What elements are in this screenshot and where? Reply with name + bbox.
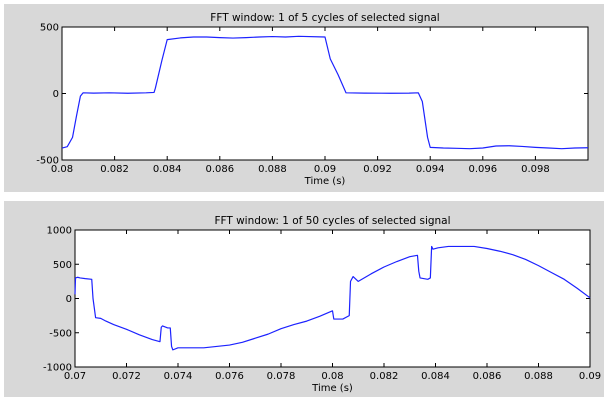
y-tick-label: 500 [53, 260, 72, 271]
chart-title: FFT window: 1 of 5 cycles of selected si… [210, 12, 439, 24]
x-tick-label: 0.08 [321, 371, 343, 382]
y-tick-label: -500 [49, 328, 72, 339]
x-tick-label: 0.082 [100, 164, 129, 175]
x-tick-label: 0.074 [164, 371, 193, 382]
x-tick-label: 0.086 [473, 371, 502, 382]
plot-area [74, 229, 591, 368]
x-tick-label: 0.082 [370, 371, 399, 382]
chart-bottom: FFT window: 1 of 50 cycles of selected s… [43, 215, 601, 394]
x-tick-label: 0.078 [267, 371, 296, 382]
x-tick-label: 0.098 [521, 164, 550, 175]
x-tick-label: 0.076 [215, 371, 244, 382]
chart-panel-top: FFT window: 1 of 5 cycles of selected si… [4, 4, 604, 192]
y-tick-label: 0 [66, 294, 72, 305]
x-tick-label: 0.09 [314, 164, 336, 175]
chart-panel-bottom: FFT window: 1 of 50 cycles of selected s… [4, 201, 604, 397]
x-tick-label: 0.07 [64, 371, 86, 382]
x-tick-label: 0.088 [524, 371, 553, 382]
y-tick-label: 1000 [47, 226, 72, 237]
chart-title: FFT window: 1 of 50 cycles of selected s… [214, 215, 450, 227]
y-tick-label: -500 [36, 156, 59, 167]
x-tick-label: 0.092 [363, 164, 392, 175]
x-tick-label: 0.072 [112, 371, 141, 382]
series-line [61, 35, 589, 150]
x-axis-label: Time (s) [311, 383, 353, 394]
y-tick-label: 500 [40, 23, 59, 34]
x-tick-label: 0.088 [258, 164, 287, 175]
x-tick-label: 0.094 [416, 164, 445, 175]
y-tick-label: 0 [53, 89, 59, 100]
x-tick-label: 0.086 [205, 164, 234, 175]
plot-area [61, 26, 589, 161]
chart-top: FFT window: 1 of 5 cycles of selected si… [36, 12, 589, 187]
x-tick-label: 0.08 [51, 164, 73, 175]
x-tick-label: 0.09 [579, 371, 601, 382]
x-tick-label: 0.084 [421, 371, 450, 382]
x-tick-label: 0.096 [468, 164, 497, 175]
y-tick-label: -1000 [43, 363, 72, 374]
x-tick-label: 0.084 [153, 164, 182, 175]
x-axis-label: Time (s) [304, 176, 346, 187]
series-line [74, 245, 591, 351]
